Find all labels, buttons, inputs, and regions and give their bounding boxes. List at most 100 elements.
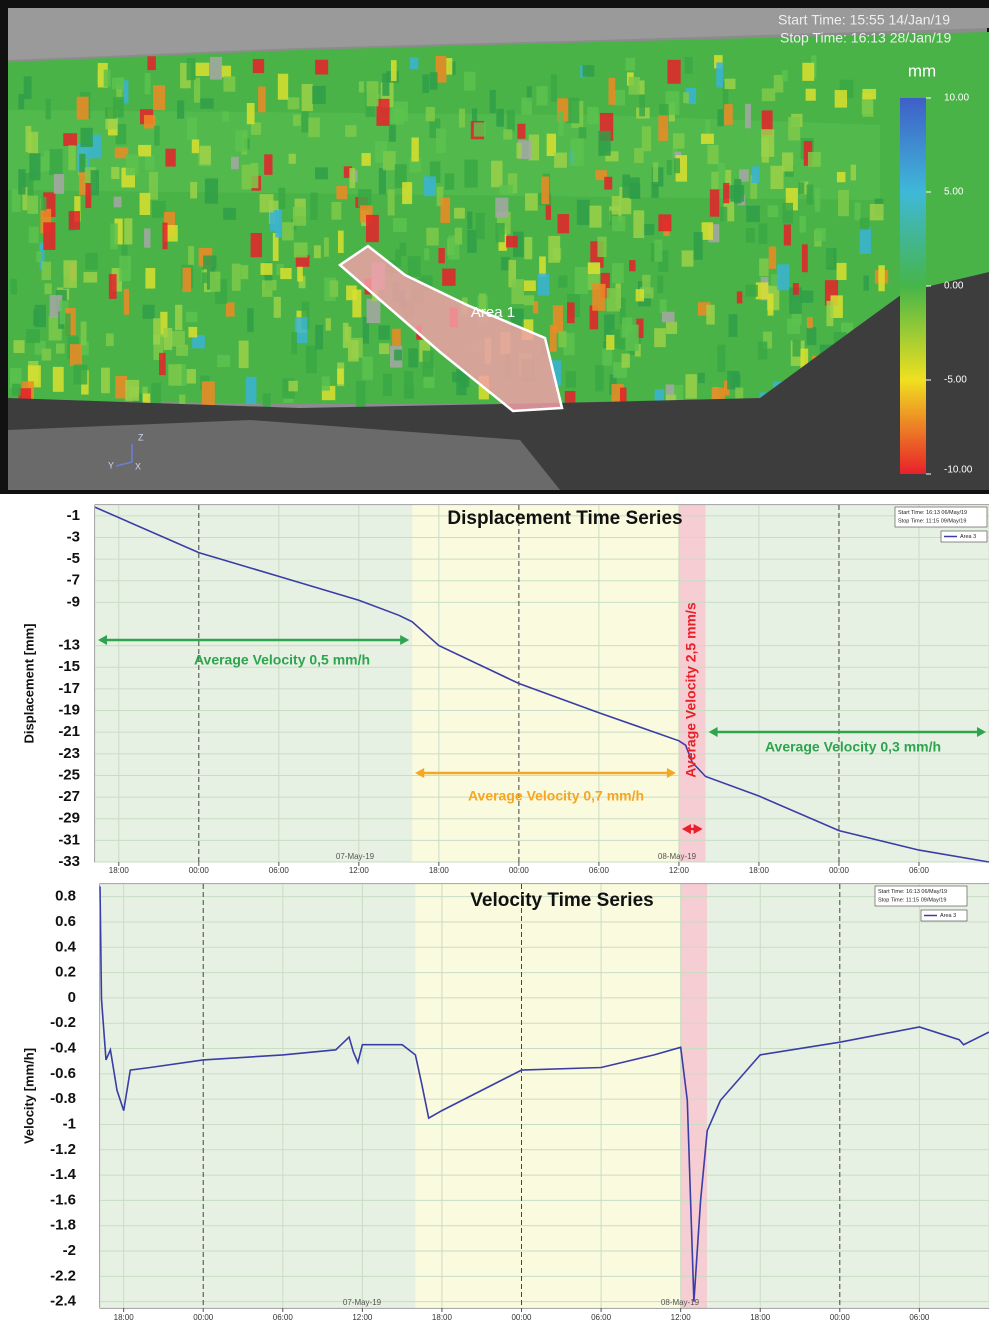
terrain-cell [710,189,719,216]
terrain-cell [312,86,325,104]
terrain-cell [777,264,789,290]
terrain-cell [44,150,50,170]
terrain-cell [837,263,847,280]
y-tick-label: 0.4 [55,938,77,955]
region [95,505,412,862]
terrain-cell [165,149,175,167]
terrain-cell [629,260,636,271]
terrain-cell [496,223,505,242]
terrain-cell [152,201,166,218]
terrain-cell [379,343,389,354]
terrain-cell [567,302,575,323]
terrain-cell [176,345,188,356]
terrain-cell [274,297,281,318]
colorbar-tick-label: 0.00 [944,281,964,292]
y-tick-label: -19 [58,702,80,719]
terrain-cell [499,185,513,195]
terrain-cell [521,98,531,115]
terrain-cell [723,183,729,203]
terrain-cell [851,165,856,181]
terrain-cell [759,258,769,276]
terrain-cell [10,279,17,295]
terrain-cell [336,186,347,199]
terrain-cell [558,111,563,136]
terrain-cell [153,318,160,344]
terrain-cell [698,373,705,383]
y-tick-label: -1 [67,507,80,524]
annotation-text: Average Velocity 0,3 mm/h [765,739,941,755]
terrain-cell [658,214,671,231]
terrain-cell [106,333,114,346]
date-label: 08-May-19 [658,852,697,861]
terrain-cell [247,308,253,332]
terrain-cell [801,290,813,302]
terrain-cell [862,89,876,99]
terrain-cell [104,70,111,87]
terrain-cell [18,94,24,109]
terrain-cell [636,289,644,301]
terrain-cell [297,266,303,282]
x-tick-label: 18:00 [114,1313,135,1322]
terrain-cell [125,380,139,401]
legend-start: Start Time: 16:13 06/May/19 [878,889,947,895]
terrain-cell [707,145,718,164]
terrain-cell [349,168,355,188]
terrain-cell [187,58,196,80]
terrain-cell [226,302,235,316]
terrain-cell [426,228,438,246]
terrain-cell [682,250,694,266]
terrain-cell [192,139,199,153]
terrain-cell [511,279,523,304]
terrain-cell [551,74,557,101]
x-tick-label: 18:00 [109,866,130,875]
terrain-cell [124,218,132,244]
y-tick-label: -21 [58,723,80,740]
terrain-cell [202,381,215,406]
terrain-cell [154,126,160,146]
colorbar-tick-label: -10.00 [944,465,973,476]
annotation-text: Average Velocity 0,7 mm/h [468,788,644,804]
terrain-cell [554,153,567,168]
terrain-cell [446,58,452,75]
annotation-text: Average Velocity 0,5 mm/h [194,652,370,668]
terrain-cell [337,369,344,385]
terrain-cell [302,84,313,111]
terrain-cell [800,216,806,233]
chart-title: Displacement Time Series [447,508,682,529]
terrain-cell [27,196,38,214]
terrain-cell [855,203,861,221]
terrain-cell [222,111,229,122]
y-tick-label: -3 [67,528,80,545]
terrain-cell [724,104,733,125]
terrain-cell [582,65,594,76]
terrain-cell [705,120,710,135]
terrain-cell [639,95,645,117]
x-tick-label: 00:00 [509,866,530,875]
terrain-cell [145,73,151,94]
terrain-cell [424,176,436,196]
terrain-cell [548,236,560,263]
terrain-cell [558,331,566,347]
y-tick-label: -23 [58,745,80,762]
terrain-cell [26,329,40,343]
legend-start: Start Time: 16:13 06/May/19 [898,510,967,516]
terrain-cell [628,77,639,95]
terrain-cell [217,355,230,367]
y-tick-label: 0 [68,989,76,1006]
terrain-cell [275,210,282,237]
terrain-cell [445,173,454,189]
terrain-cell [196,63,210,76]
terrain-cell [145,268,155,289]
terrain-cell [68,145,76,170]
terrain-cell [737,291,743,303]
terrain-cell [782,152,793,171]
terrain-cell [408,348,418,367]
terrain-cell [430,72,438,90]
y-tick-label: -2.4 [50,1293,77,1310]
terrain-cell [186,312,198,322]
terrain-cell [187,369,196,383]
terrain-cell [46,99,51,119]
terrain-cell [476,213,485,239]
page: Area 1Start Time: 15:55 14/Jan/19Stop Ti… [0,0,989,1322]
terrain-cell [835,90,847,108]
